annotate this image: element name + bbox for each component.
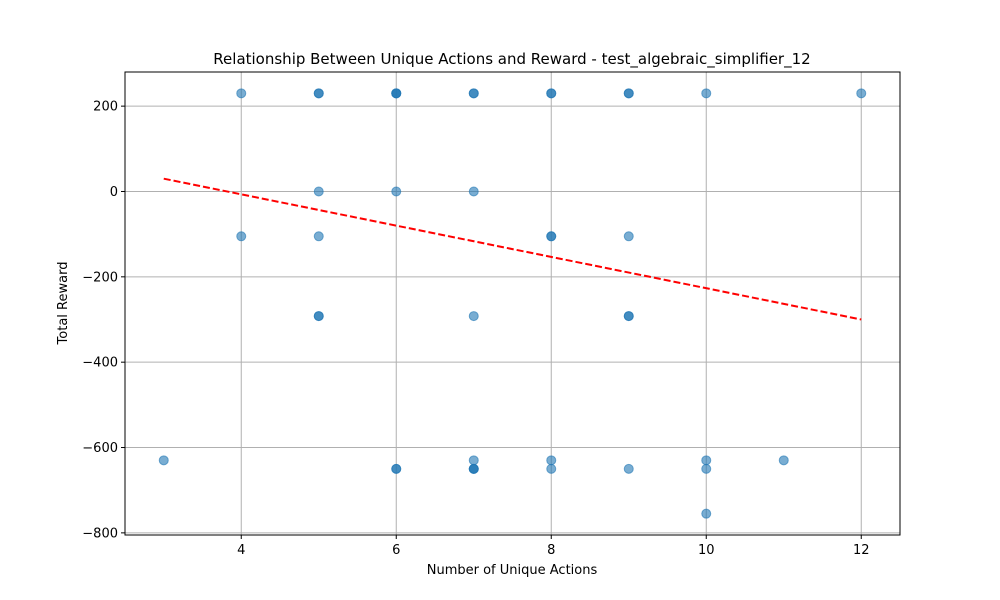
trendline-layer [163,177,862,321]
data-point [391,88,402,99]
data-point [546,455,557,466]
x-tick-label: 10 [698,543,715,558]
chart-title: Relationship Between Unique Actions and … [213,50,810,69]
data-point [546,231,557,242]
data-point [468,463,479,474]
data-point [468,186,479,197]
x-tick-label: 6 [392,543,400,558]
data-point [313,186,324,197]
data-point [391,186,402,197]
y-tick-label: −400 [82,356,118,371]
data-point [623,311,634,322]
x-axis-label: Number of Unique Actions [427,563,598,578]
data-point [546,88,557,99]
x-tick-label: 12 [853,543,870,558]
data-point [313,311,324,322]
data-point [236,231,247,242]
data-point [546,463,557,474]
data-point [623,231,634,242]
data-point [701,88,712,99]
grid-lines [125,72,900,535]
data-point [701,463,712,474]
data-point [468,311,479,322]
plot-frame [124,71,901,536]
x-tick-label: 4 [237,543,245,558]
data-point [623,88,634,99]
y-axis-label: Total Reward [56,262,71,346]
data-point [391,463,402,474]
data-point [158,455,169,466]
data-point [778,455,789,466]
y-tick-label: 0 [110,185,118,200]
y-tick-label: 200 [93,100,118,115]
data-point [468,88,479,99]
data-point [701,508,712,519]
data-point [313,231,324,242]
data-point [313,88,324,99]
data-point [856,88,867,99]
data-point [236,88,247,99]
data-point [468,455,479,466]
data-point [623,463,634,474]
trendline [163,177,862,321]
axis-ticks: 4 6 8 10 12 −800 −600 −400 −200 0 200 [82,100,869,558]
data-points [158,88,867,519]
x-tick-label: 8 [547,543,555,558]
data-point [701,455,712,466]
y-tick-label: −200 [82,270,118,285]
y-tick-label: −800 [82,526,118,541]
y-tick-label: −600 [82,441,118,456]
